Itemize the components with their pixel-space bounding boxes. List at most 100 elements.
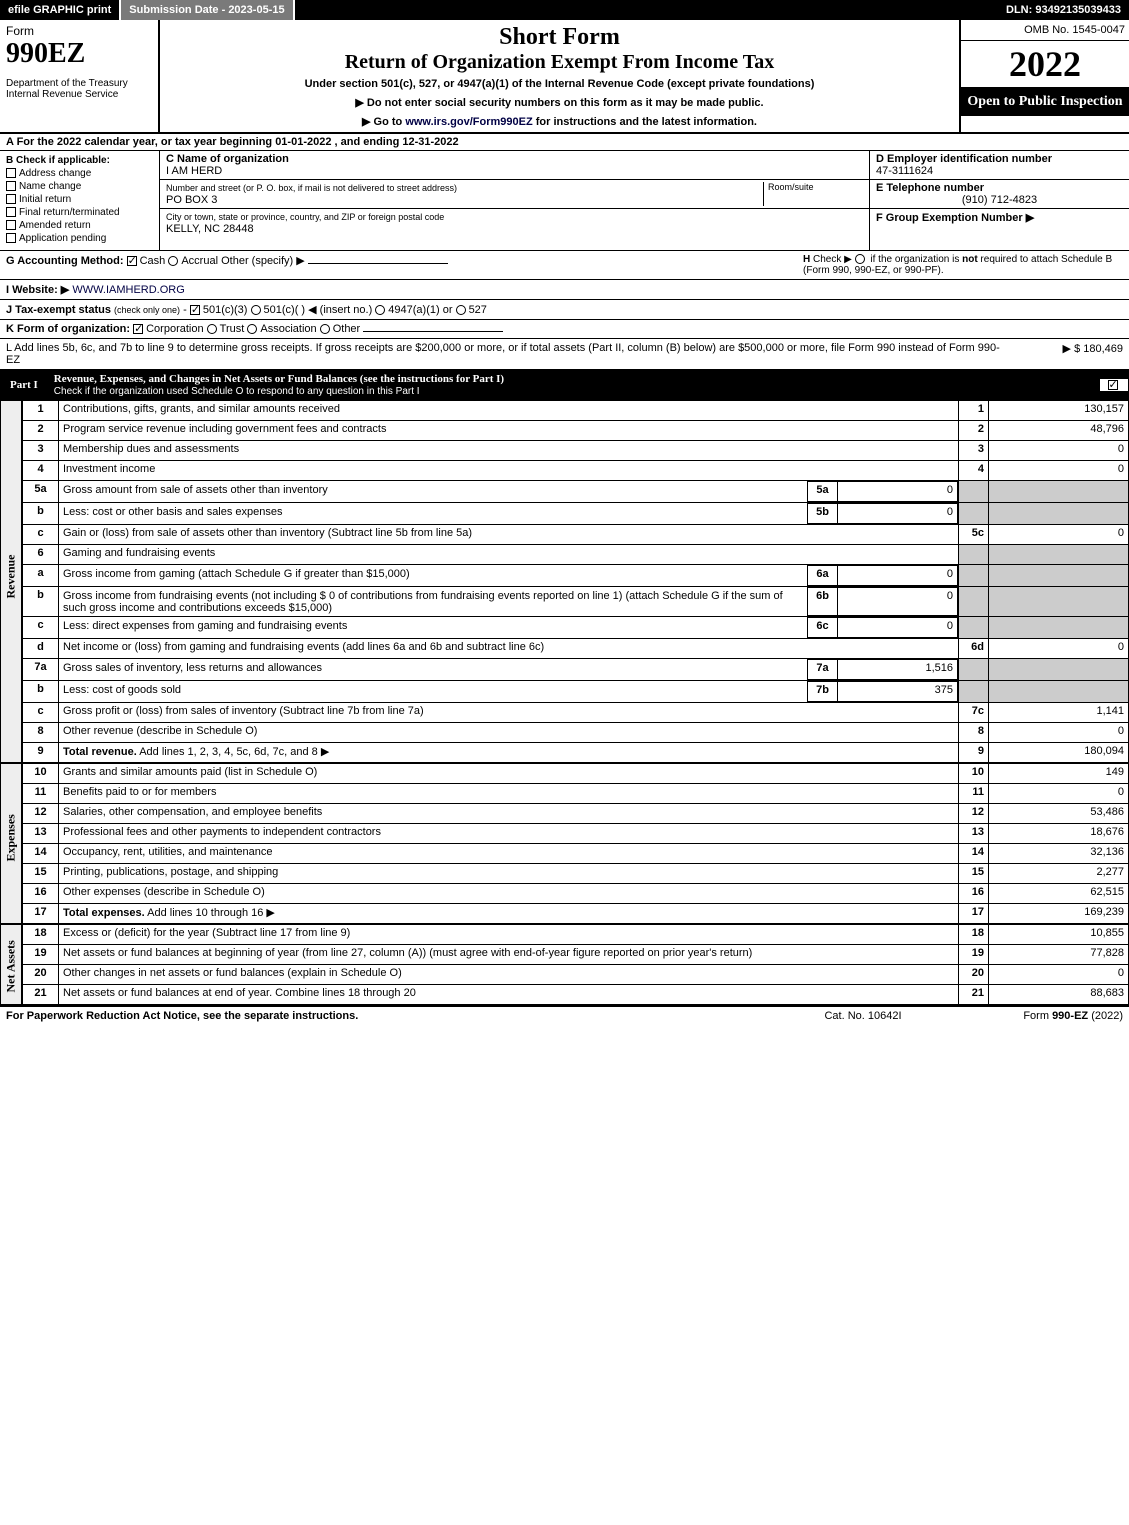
chk-application-pending[interactable]: Application pending [6, 233, 153, 244]
col-c: C Name of organization I AM HERD Number … [160, 151, 869, 250]
section-bcdef: B Check if applicable: Address change Na… [0, 151, 1129, 251]
phone-value: (910) 712-4823 [876, 194, 1123, 206]
row-5a: 5aGross amount from sale of assets other… [23, 481, 1129, 503]
efile-label: efile GRAPHIC print [0, 0, 121, 20]
line-h: H Check ▶ if the organization is not req… [803, 254, 1123, 276]
phone-cell: E Telephone number (910) 712-4823 [870, 180, 1129, 209]
footer-cat: Cat. No. 10642I [763, 1010, 963, 1022]
form-label: Form [6, 24, 152, 38]
line-gh: G Accounting Method: Cash Accrual Other … [0, 251, 1129, 280]
part1-checkbox[interactable] [1099, 378, 1129, 392]
expenses-section: Expenses 10Grants and similar amounts pa… [0, 763, 1129, 924]
revenue-table: 1Contributions, gifts, grants, and simil… [22, 400, 1129, 763]
other-org-input[interactable] [363, 331, 503, 332]
row-6: 6Gaming and fundraising events [23, 545, 1129, 565]
part1-title: Revenue, Expenses, and Changes in Net As… [48, 370, 1099, 400]
form-number: 990EZ [6, 38, 152, 70]
row-1: 1Contributions, gifts, grants, and simil… [23, 401, 1129, 421]
phone-label: E Telephone number [876, 182, 984, 194]
col-def: D Employer identification number 47-3111… [869, 151, 1129, 250]
footer: For Paperwork Reduction Act Notice, see … [0, 1005, 1129, 1025]
rad-other-org[interactable] [320, 324, 330, 334]
website-label: I Website: ▶ [6, 284, 69, 296]
row-21: 21Net assets or fund balances at end of … [23, 985, 1129, 1005]
row-5b: bLess: cost or other basis and sales exp… [23, 503, 1129, 525]
dept-label: Department of the Treasury Internal Reve… [6, 78, 152, 100]
row-18: 18Excess or (deficit) for the year (Subt… [23, 925, 1129, 945]
header-left: Form 990EZ Department of the Treasury In… [0, 20, 160, 132]
chk-cash[interactable] [127, 256, 137, 266]
row-6a: aGross income from gaming (attach Schedu… [23, 565, 1129, 587]
org-name-cell: C Name of organization I AM HERD [160, 151, 869, 180]
chk-501c3[interactable] [190, 305, 200, 315]
ein-cell: D Employer identification number 47-3111… [870, 151, 1129, 180]
rad-trust[interactable] [207, 324, 217, 334]
line-l-text: L Add lines 5b, 6c, and 7b to line 9 to … [6, 342, 1003, 366]
col-b-title: B Check if applicable: [6, 155, 153, 166]
rad-501c[interactable] [251, 305, 261, 315]
website-link[interactable]: WWW.IAMHERD.ORG [72, 284, 184, 296]
row-4: 4Investment income40 [23, 461, 1129, 481]
top-bar: efile GRAPHIC print Submission Date - 20… [0, 0, 1129, 20]
expenses-table: 10Grants and similar amounts paid (list … [22, 763, 1129, 924]
row-10: 10Grants and similar amounts paid (list … [23, 764, 1129, 784]
line-l: L Add lines 5b, 6c, and 7b to line 9 to … [0, 339, 1129, 370]
row-15: 15Printing, publications, postage, and s… [23, 864, 1129, 884]
org-name: I AM HERD [166, 165, 222, 177]
chk-amended-return[interactable]: Amended return [6, 220, 153, 231]
row-5c: cGain or (loss) from sale of assets othe… [23, 525, 1129, 545]
line-l-amount: ▶ $ 180,469 [1003, 342, 1123, 366]
netassets-table: 18Excess or (deficit) for the year (Subt… [22, 924, 1129, 1005]
revenue-section: Revenue 1Contributions, gifts, grants, a… [0, 400, 1129, 763]
row-3: 3Membership dues and assessments30 [23, 441, 1129, 461]
header-center: Short Form Return of Organization Exempt… [160, 20, 959, 132]
row-2: 2Program service revenue including gover… [23, 421, 1129, 441]
rad-accrual[interactable] [168, 256, 178, 266]
chk-final-return[interactable]: Final return/terminated [6, 207, 153, 218]
addr-label: Number and street (or P. O. box, if mail… [166, 183, 457, 193]
rad-527[interactable] [456, 305, 466, 315]
netassets-sidelabel: Net Assets [0, 924, 22, 1005]
addr-row: Number and street (or P. O. box, if mail… [160, 180, 869, 209]
group-exemption-cell: F Group Exemption Number ▶ [870, 209, 1129, 226]
row-6c: cLess: direct expenses from gaming and f… [23, 617, 1129, 639]
row-7a: 7aGross sales of inventory, less returns… [23, 659, 1129, 681]
row-7b: bLess: cost of goods sold7b375 [23, 681, 1129, 703]
chk-corporation[interactable] [133, 324, 143, 334]
col-b: B Check if applicable: Address change Na… [0, 151, 160, 250]
footer-left: For Paperwork Reduction Act Notice, see … [6, 1010, 763, 1022]
revenue-sidelabel: Revenue [0, 400, 22, 763]
row-6b: bGross income from fundraising events (n… [23, 587, 1129, 617]
chk-initial-return[interactable]: Initial return [6, 194, 153, 205]
row-19: 19Net assets or fund balances at beginni… [23, 945, 1129, 965]
chk-address-change[interactable]: Address change [6, 168, 153, 179]
submission-date: Submission Date - 2023-05-15 [121, 0, 294, 20]
line-k: K Form of organization: Corporation Trus… [0, 320, 1129, 339]
row-16: 16Other expenses (describe in Schedule O… [23, 884, 1129, 904]
other-method-input[interactable] [308, 263, 448, 264]
row-9: 9Total revenue. Add lines 1, 2, 3, 4, 5c… [23, 743, 1129, 763]
row-8: 8Other revenue (describe in Schedule O)8… [23, 723, 1129, 743]
row-6d: dNet income or (loss) from gaming and fu… [23, 639, 1129, 659]
org-address: PO BOX 3 [166, 194, 217, 206]
row-20: 20Other changes in net assets or fund ba… [23, 965, 1129, 985]
chk-name-change[interactable]: Name change [6, 181, 153, 192]
rad-schedb[interactable] [855, 254, 865, 264]
ein-value: 47-3111624 [876, 165, 933, 177]
line-i: I Website: ▶ WWW.IAMHERD.ORG [0, 280, 1129, 300]
row-17: 17Total expenses. Add lines 10 through 1… [23, 904, 1129, 924]
city-cell: City or town, state or province, country… [160, 209, 869, 237]
header-right: OMB No. 1545-0047 2022 Open to Public In… [959, 20, 1129, 132]
rad-4947[interactable] [375, 305, 385, 315]
part1-label: Part I [0, 376, 48, 394]
row-12: 12Salaries, other compensation, and empl… [23, 804, 1129, 824]
omb-number: OMB No. 1545-0047 [961, 20, 1129, 41]
room-suite-label: Room/suite [763, 182, 863, 206]
line-g: G Accounting Method: Cash Accrual Other … [6, 254, 803, 276]
org-name-label: C Name of organization [166, 153, 289, 165]
subtitle-ssn: ▶ Do not enter social security numbers o… [168, 96, 951, 109]
subtitle-section: Under section 501(c), 527, or 4947(a)(1)… [168, 78, 951, 90]
rad-association[interactable] [247, 324, 257, 334]
irs-link[interactable]: www.irs.gov/Form990EZ [405, 116, 532, 128]
line-a: A For the 2022 calendar year, or tax yea… [0, 134, 1129, 151]
